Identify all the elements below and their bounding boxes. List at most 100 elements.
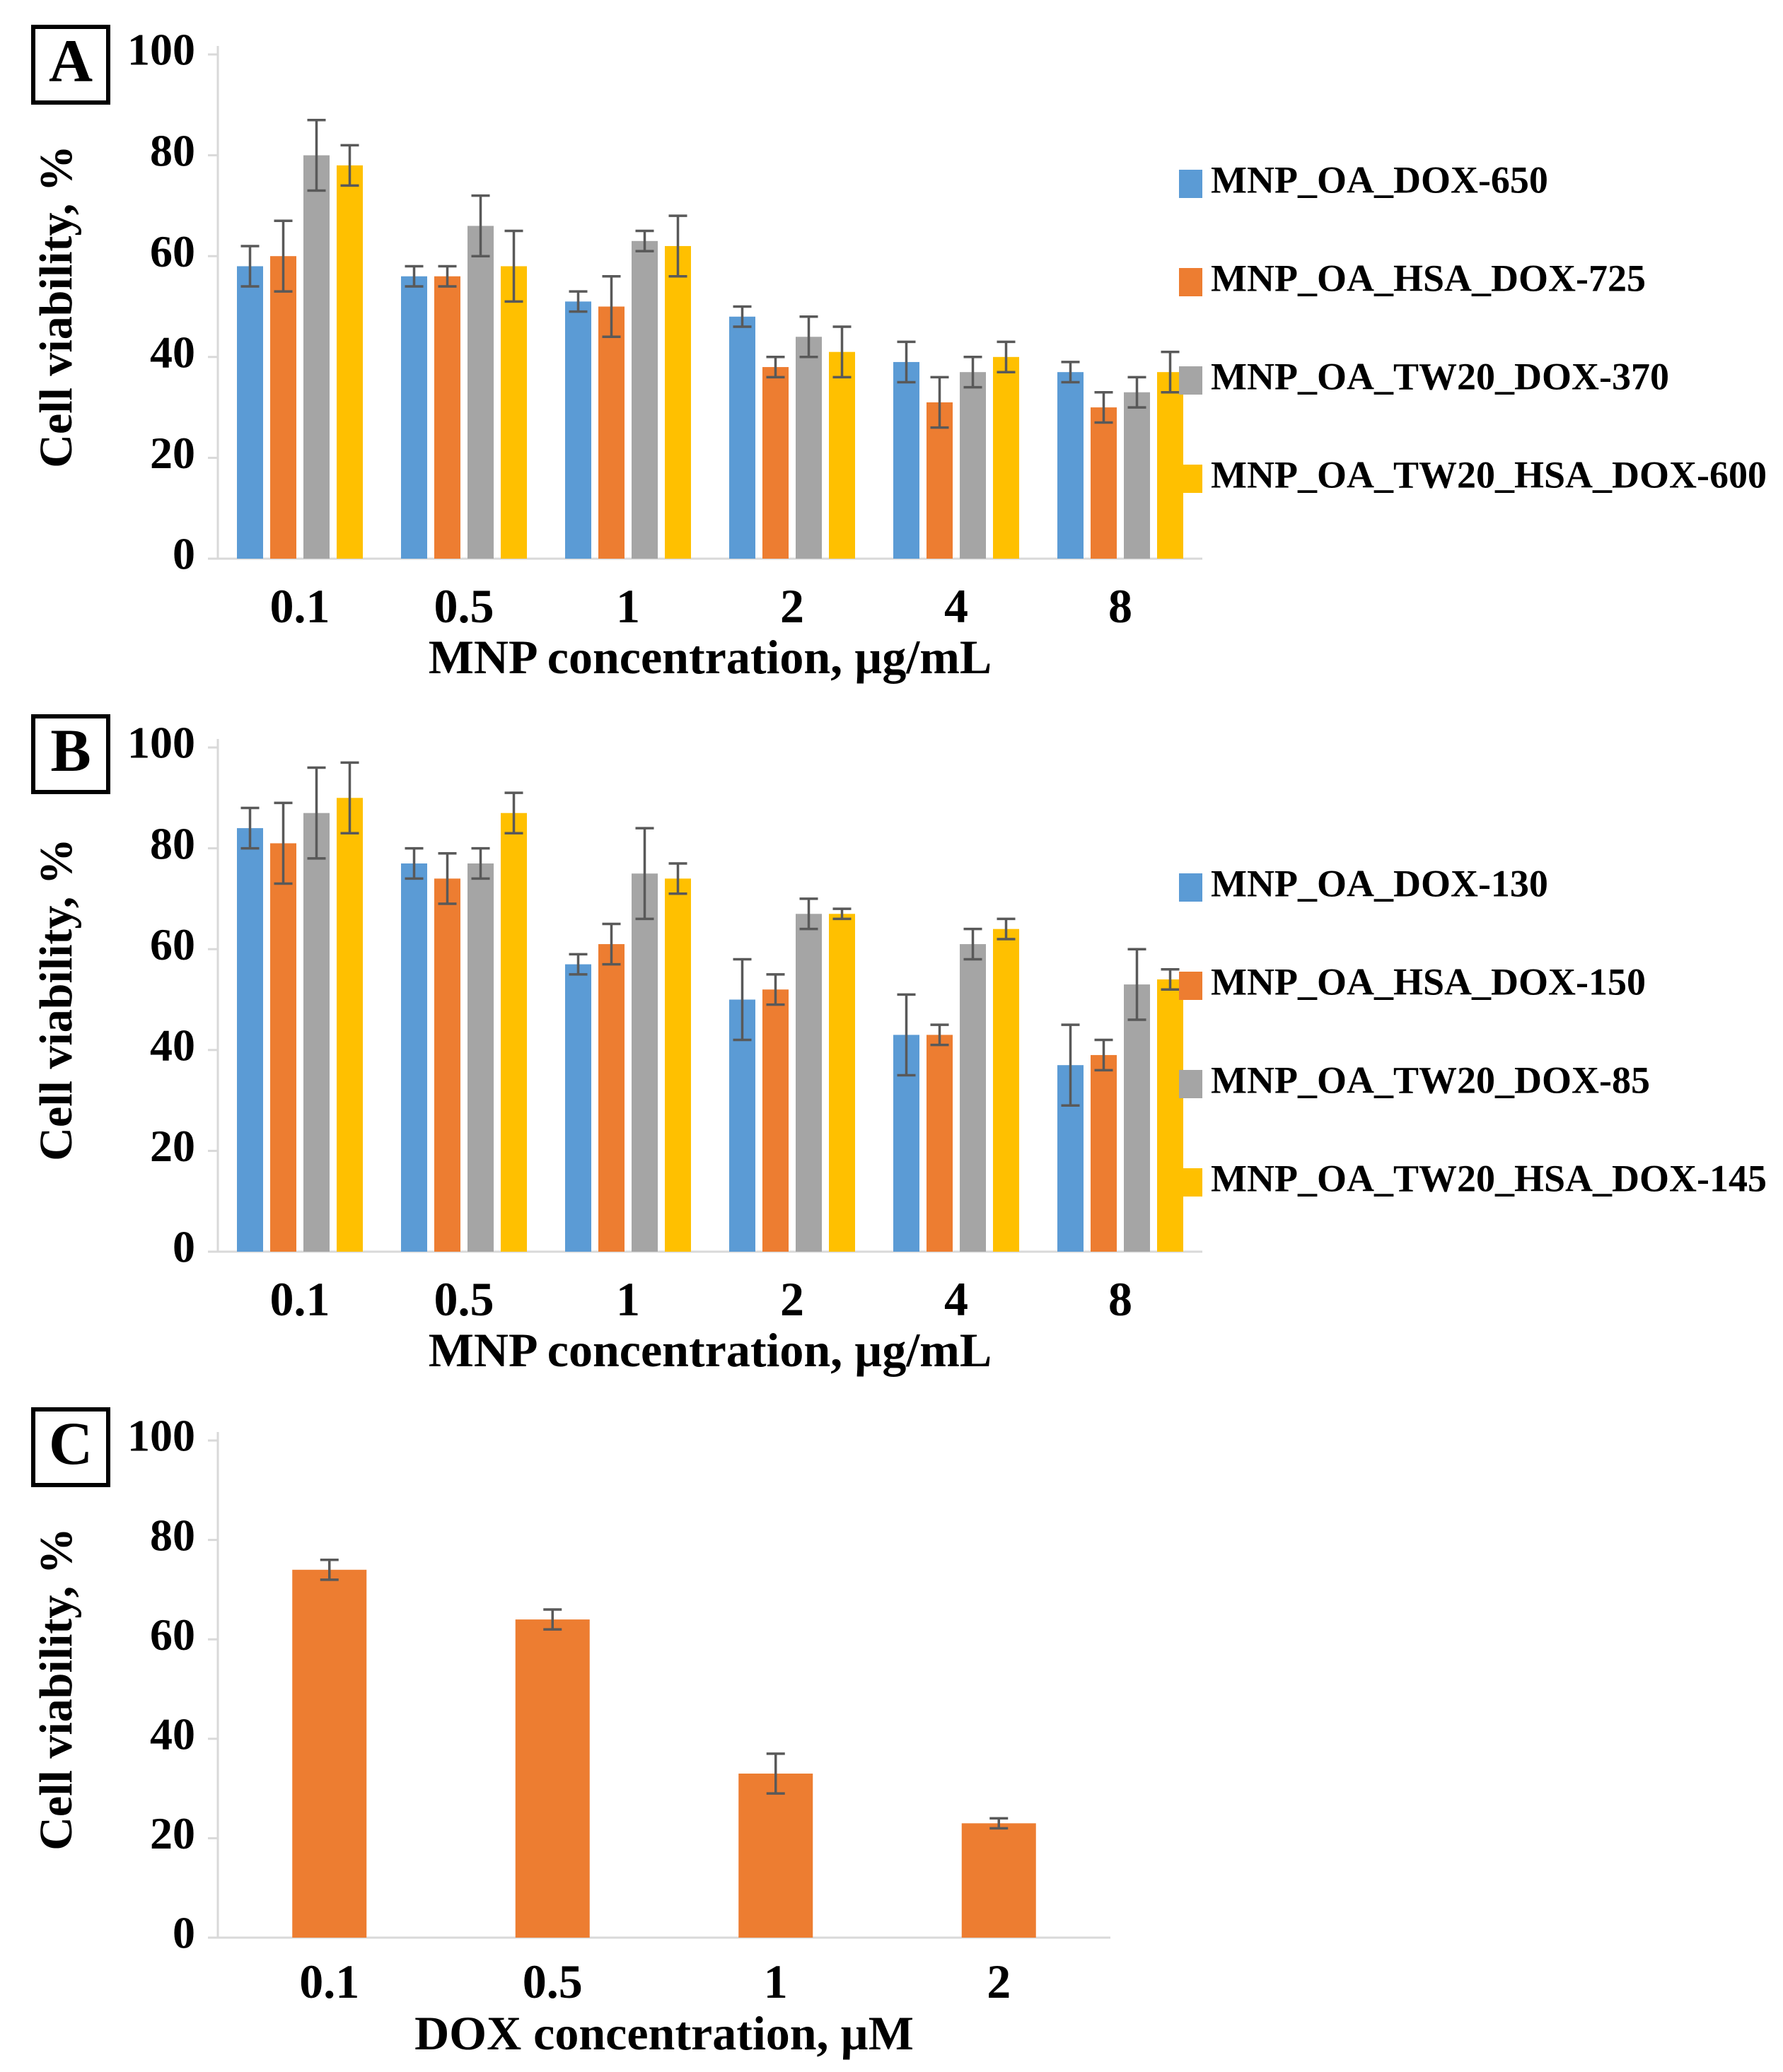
bar-MNP_OA_TW20_DOX-85-1 — [632, 873, 658, 1252]
legend-swatch-MNP_OA_TW20_DOX-370 — [1179, 366, 1202, 395]
x-tick-label: 4 — [944, 1272, 968, 1326]
legend-swatch-MNP_OA_TW20_DOX-85 — [1179, 1070, 1202, 1098]
y-tick-label: 100 — [127, 1411, 195, 1461]
bar-MNP_OA_TW20_DOX-85-8 — [1124, 984, 1150, 1252]
bar-chart-C: C 0 20 40 60 80 100 Cell viability, % 0.1 0.5 1 2 DO… — [30, 1407, 1110, 2060]
bar-MNP_OA_TW20_HSA_DOX-145-4 — [993, 929, 1019, 1252]
panel-letter-box — [31, 25, 110, 105]
bar-MNP_OA_TW20_HSA_DOX-145-8 — [1157, 979, 1183, 1252]
bar-MNP_OA_TW20_DOX-370-8 — [1124, 392, 1150, 559]
bar-MNP_OA_HSA_DOX-725-0.5 — [434, 276, 460, 559]
legend-swatch-MNP_OA_HSA_DOX-150 — [1179, 972, 1202, 1000]
bar-MNP_OA_TW20_DOX-370-0.5 — [467, 226, 494, 559]
bar-DOX-2 — [961, 1823, 1036, 1938]
y-tick-label: 100 — [127, 25, 195, 75]
y-tick-label: 60 — [150, 226, 195, 277]
x-axis-title: MNP concentration, µg/mL — [429, 630, 992, 684]
bar-MNP_OA_TW20_HSA_DOX-145-0.1 — [337, 798, 363, 1252]
bar-MNP_OA_TW20_DOX-370-0.1 — [303, 155, 330, 559]
bar-MNP_OA_TW20_HSA_DOX-600-4 — [993, 356, 1019, 559]
panel-letter-box — [31, 714, 110, 794]
y-tick-label: 80 — [150, 818, 195, 868]
x-tick-label: 0.1 — [270, 1272, 330, 1326]
y-tick-label: 60 — [150, 1610, 195, 1660]
panel-letter: A — [49, 27, 93, 95]
bar-DOX-0.5 — [515, 1619, 590, 1938]
bar-MNP_OA_HSA_DOX-725-2 — [762, 367, 789, 559]
bar-MNP_OA_DOX-650-0.1 — [237, 266, 263, 559]
bar-MNP_OA_TW20_HSA_DOX-145-1 — [665, 878, 691, 1252]
legend-swatch-MNP_OA_TW20_HSA_DOX-600 — [1179, 465, 1202, 493]
y-tick-label: 0 — [173, 1222, 195, 1272]
bar-DOX-1 — [738, 1774, 813, 1938]
bar-MNP_OA_DOX-650-0.5 — [401, 276, 427, 559]
bar-MNP_OA_HSA_DOX-150-0.1 — [270, 843, 296, 1252]
bar-MNP_OA_DOX-650-2 — [729, 316, 755, 559]
y-tick-label: 20 — [150, 1808, 195, 1858]
y-tick-label: 80 — [150, 1510, 195, 1560]
legend-label: MNP_OA_TW20_HSA_DOX-145 — [1211, 1157, 1767, 1199]
x-tick-label: 8 — [1108, 1272, 1132, 1326]
legend-label: MNP_OA_TW20_HSA_DOX-600 — [1211, 453, 1767, 496]
bar-MNP_OA_DOX-650-1 — [565, 301, 591, 559]
y-tick-label: 0 — [173, 529, 195, 579]
panel-a: A 0 20 40 60 80 100 Cell viability, % 0.1 0.5 1 2 4 8… — [0, 0, 1783, 693]
bar-chart-A: A 0 20 40 60 80 100 Cell viability, % 0.1 0.5 1 2 4 8… — [30, 25, 1767, 684]
legend-label: MNP_OA_TW20_DOX-85 — [1211, 1059, 1650, 1101]
legend-swatch-MNP_OA_DOX-650 — [1179, 170, 1202, 198]
bar-MNP_OA_TW20_DOX-370-2 — [796, 337, 822, 559]
y-tick-label: 60 — [150, 919, 195, 970]
panel-letter: C — [49, 1409, 93, 1477]
bar-MNP_OA_TW20_DOX-85-2 — [796, 914, 822, 1252]
x-tick-label: 8 — [1108, 579, 1132, 633]
panel-b: B 0 20 40 60 80 100 Cell viability, % 0.1 0.5 1 2 4 8… — [0, 693, 1783, 1386]
panel-letter-box — [31, 1407, 110, 1487]
legend-label: MNP_OA_TW20_DOX-370 — [1211, 355, 1669, 397]
x-axis-title: MNP concentration, µg/mL — [429, 1323, 992, 1377]
panel-letter: B — [50, 716, 91, 784]
legend-label: MNP_OA_HSA_DOX-725 — [1211, 257, 1646, 299]
x-tick-label: 1 — [764, 1955, 788, 2008]
y-tick-label: 40 — [150, 1709, 195, 1759]
x-tick-label: 1 — [616, 579, 640, 633]
panel-c: C 0 20 40 60 80 100 Cell viability, % 0.1 0.5 1 2 DO… — [0, 1386, 1783, 2072]
y-tick-label: 40 — [150, 327, 195, 377]
bar-MNP_OA_TW20_DOX-85-4 — [960, 944, 986, 1252]
bar-MNP_OA_DOX-130-1 — [565, 964, 591, 1252]
x-tick-label: 2 — [780, 579, 804, 633]
bar-MNP_OA_TW20_HSA_DOX-600-0.1 — [337, 165, 363, 559]
x-tick-label: 1 — [616, 1272, 640, 1326]
bar-MNP_OA_DOX-650-8 — [1057, 372, 1084, 559]
bar-MNP_OA_HSA_DOX-725-8 — [1091, 407, 1117, 559]
legend-swatch-MNP_OA_TW20_HSA_DOX-145 — [1179, 1168, 1202, 1197]
bar-MNP_OA_TW20_HSA_DOX-600-1 — [665, 245, 691, 559]
x-tick-label: 0.1 — [270, 579, 330, 633]
y-tick-label: 100 — [127, 718, 195, 768]
bar-MNP_OA_HSA_DOX-150-1 — [598, 944, 625, 1252]
bar-MNP_OA_TW20_DOX-370-1 — [632, 240, 658, 559]
y-axis-title: Cell viability, % — [30, 838, 82, 1161]
bar-MNP_OA_TW20_HSA_DOX-145-0.5 — [501, 813, 527, 1252]
bar-MNP_OA_DOX-130-0.5 — [401, 863, 427, 1252]
x-tick-label: 0.5 — [523, 1955, 583, 2008]
y-tick-label: 20 — [150, 1121, 195, 1171]
x-tick-label: 2 — [987, 1955, 1011, 2008]
bar-MNP_OA_DOX-130-0.1 — [237, 828, 263, 1252]
legend-label: MNP_OA_DOX-650 — [1211, 158, 1548, 201]
legend-swatch-MNP_OA_HSA_DOX-725 — [1179, 268, 1202, 296]
bar-MNP_OA_TW20_HSA_DOX-600-0.5 — [501, 266, 527, 559]
bar-MNP_OA_DOX-130-2 — [729, 999, 755, 1252]
y-tick-label: 0 — [173, 1908, 195, 1958]
x-tick-label: 0.5 — [434, 1272, 494, 1326]
bar-MNP_OA_HSA_DOX-150-0.5 — [434, 878, 460, 1252]
bar-MNP_OA_TW20_HSA_DOX-600-2 — [829, 351, 855, 559]
legend-label: MNP_OA_DOX-130 — [1211, 862, 1548, 904]
bar-chart-B: B 0 20 40 60 80 100 Cell viability, % 0.1 0.5 1 2 4 8… — [30, 714, 1767, 1377]
y-axis-title: Cell viability, % — [30, 145, 82, 468]
bar-MNP_OA_TW20_DOX-85-0.5 — [467, 863, 494, 1252]
bar-MNP_OA_DOX-650-4 — [893, 361, 919, 559]
x-tick-label: 0.1 — [299, 1955, 359, 2008]
bar-MNP_OA_HSA_DOX-150-4 — [927, 1035, 953, 1252]
y-axis-title: Cell viability, % — [30, 1527, 82, 1851]
